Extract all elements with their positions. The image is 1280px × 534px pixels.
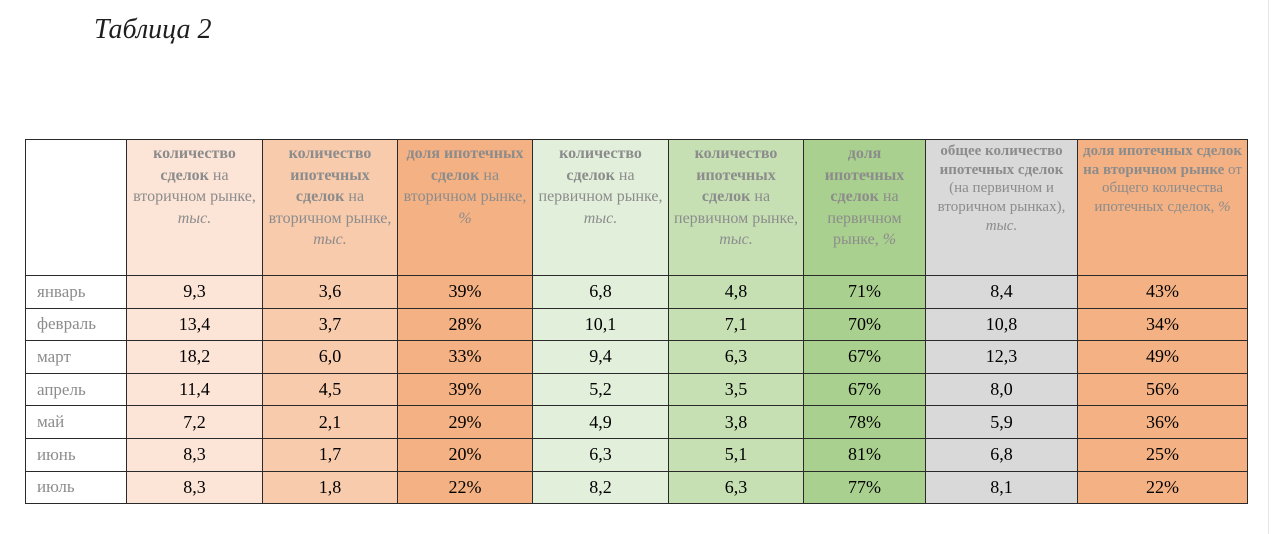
table-cell: 6,3 [532,437,669,472]
table-cell: 9,3 [126,275,263,309]
table-cell: 39% [397,275,533,309]
table-cell: 5,2 [532,372,669,407]
table-cell: 4,9 [532,405,669,439]
header-primary-mortgage-deals: количество ипотечных сделок на первичном… [668,139,804,276]
table-cell: 5,1 [668,437,804,472]
table-cell: 70% [803,307,926,342]
header-primary-mortgage-share: доля ипотечных сделок на первичном рынке… [803,139,926,276]
table-cell: 10,8 [925,307,1078,342]
table-cell: 81% [803,437,926,472]
month-label: март [25,340,127,374]
table-cell: 67% [803,372,926,407]
mortgage-deals-table: количество сделок на вторичном рынке, ты… [25,139,1248,505]
table-cell: 49% [1077,340,1248,374]
table-cell: 8,3 [126,470,263,505]
table-row-july: июль 8,3 1,8 22% 8,2 6,3 77% 8,1 22% [25,470,1248,505]
table-cell: 1,7 [262,437,398,472]
table-cell: 3,8 [668,405,804,439]
month-label: апрель [25,372,127,407]
month-label: февраль [25,307,127,342]
table-cell: 78% [803,405,926,439]
table-cell: 6,0 [262,340,398,374]
table-row-april: апрель 11,4 4,5 39% 5,2 3,5 67% 8,0 56% [25,372,1248,407]
table-cell: 71% [803,275,926,309]
table-cell: 25% [1077,437,1248,472]
table-caption: Таблица 2 [94,14,212,45]
table-cell: 3,5 [668,372,804,407]
table-cell: 13,4 [126,307,263,342]
table-cell: 6,8 [532,275,669,309]
month-label: январь [25,275,127,309]
header-secondary-share-of-total: доля ипотечных сделок на вторичном рынке… [1077,139,1248,276]
table-row-june: июнь 8,3 1,7 20% 6,3 5,1 81% 6,8 25% [25,437,1248,472]
header-secondary-deals: количество сделок на вторичном рынке, ты… [126,139,263,276]
table-row-february: февраль 13,4 3,7 28% 10,1 7,1 70% 10,8 3… [25,307,1248,342]
table-cell: 77% [803,470,926,505]
table-row-may: май 7,2 2,1 29% 4,9 3,8 78% 5,9 36% [25,405,1248,439]
table-cell: 18,2 [126,340,263,374]
table-cell: 39% [397,372,533,407]
table-cell: 3,7 [262,307,398,342]
table-cell: 4,8 [668,275,804,309]
table-row-january: январь 9,3 3,6 39% 6,8 4,8 71% 8,4 43% [25,275,1248,309]
table-cell: 5,9 [925,405,1078,439]
table-cell: 10,1 [532,307,669,342]
table-cell: 11,4 [126,372,263,407]
table-cell: 3,6 [262,275,398,309]
table-cell: 33% [397,340,533,374]
table-cell: 9,4 [532,340,669,374]
header-corner-cell [25,139,127,276]
table-cell: 7,1 [668,307,804,342]
month-label: май [25,405,127,439]
table-cell: 8,4 [925,275,1078,309]
table-cell: 2,1 [262,405,398,439]
header-secondary-mortgage-share: доля ипотечных сделок на вторичном рынке… [397,139,533,276]
table-cell: 4,5 [262,372,398,407]
table-row-march: март 18,2 6,0 33% 9,4 6,3 67% 12,3 49% [25,340,1248,374]
table-cell: 8,3 [126,437,263,472]
table-cell: 20% [397,437,533,472]
table-cell: 34% [1077,307,1248,342]
header-row: количество сделок на вторичном рынке, ты… [25,139,1248,276]
table-cell: 8,2 [532,470,669,505]
table-cell: 12,3 [925,340,1078,374]
table-cell: 8,0 [925,372,1078,407]
month-label: июнь [25,437,127,472]
table-cell: 56% [1077,372,1248,407]
header-secondary-mortgage-deals: количество ипотечных сделок на вторичном… [262,139,398,276]
table-cell: 43% [1077,275,1248,309]
month-label: июль [25,470,127,505]
table-cell: 29% [397,405,533,439]
table-cell: 6,3 [668,340,804,374]
table-cell: 1,8 [262,470,398,505]
table-cell: 22% [1077,470,1248,505]
page-edge-divider [1268,0,1269,534]
table-cell: 6,8 [925,437,1078,472]
header-primary-deals: количество сделок на первичном рынке, ты… [532,139,669,276]
table-cell: 8,1 [925,470,1078,505]
table-cell: 36% [1077,405,1248,439]
table-cell: 7,2 [126,405,263,439]
table-cell: 28% [397,307,533,342]
table-cell: 22% [397,470,533,505]
header-total-mortgage-deals: общее количество ипотечных сделок (на пе… [925,139,1078,276]
table-cell: 67% [803,340,926,374]
table-cell: 6,3 [668,470,804,505]
